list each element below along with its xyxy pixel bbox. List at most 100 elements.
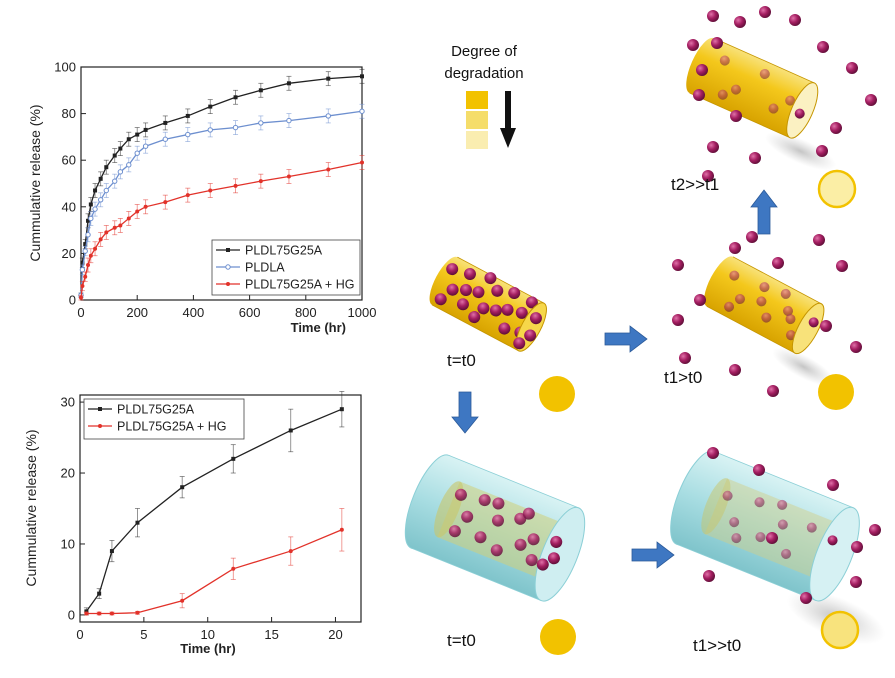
particle: [830, 122, 842, 134]
x-ticks: 0 200 400 600 800 1000: [77, 295, 376, 320]
particle: [767, 385, 779, 397]
particle: [474, 531, 487, 544]
label-t1-t0-bottom: t1>>t0: [693, 636, 741, 655]
data-point: [185, 131, 191, 138]
series-line: [85, 408, 343, 612]
particle: [836, 260, 848, 272]
particle: [484, 272, 497, 285]
data-point: [326, 167, 331, 172]
particle: [434, 293, 447, 306]
particle: [672, 259, 684, 271]
data-point: [104, 230, 109, 235]
hydrogel-rod-initial: [404, 454, 586, 602]
degradation-circle-high: [818, 374, 854, 410]
particle: [459, 284, 472, 297]
data-point: [163, 200, 168, 205]
particle: [702, 170, 714, 182]
legend-label: PLDLA: [245, 261, 285, 275]
particle: [694, 294, 706, 306]
particle: [759, 68, 770, 79]
x-tick-label: 0: [76, 627, 83, 642]
label-t-t0-mid: t=t0: [447, 351, 476, 370]
particle: [525, 296, 538, 309]
y-tick-label: 0: [69, 293, 76, 308]
data-point: [83, 242, 88, 247]
y-ticks: 0 20 40 60 80 100: [54, 60, 86, 308]
particle: [478, 494, 491, 507]
particle: [724, 301, 735, 312]
series-pldl75g25a-hg: [78, 155, 365, 301]
particle: [789, 14, 801, 26]
data-point: [80, 284, 85, 289]
particle: [800, 592, 812, 604]
particle: [731, 533, 742, 544]
data-point: [93, 246, 98, 251]
legend-marker: [98, 424, 102, 428]
data-point: [231, 456, 236, 461]
particle: [489, 304, 502, 317]
data-point: [288, 549, 293, 554]
rod-initial-state: [429, 256, 547, 352]
particle: [687, 39, 699, 51]
x-tick-label: 1000: [348, 305, 377, 320]
label-t1-t0: t1>t0: [664, 368, 702, 387]
bottom-release-chart: 0 10 20 30 0 5 10 15 20 Time (hr) Cummulative r…: [23, 391, 362, 656]
data-point: [126, 216, 131, 221]
particle: [703, 570, 715, 582]
data-point: [112, 225, 117, 230]
data-point: [286, 81, 291, 86]
data-point: [135, 520, 140, 525]
particle: [754, 497, 765, 508]
particle: [777, 519, 788, 530]
particle: [785, 314, 796, 325]
particle: [865, 94, 877, 106]
y-tick-label: 100: [54, 60, 76, 75]
particle: [730, 110, 742, 122]
data-point: [207, 127, 213, 133]
particle: [550, 535, 563, 548]
particle: [463, 268, 476, 281]
particle: [851, 541, 863, 553]
degradation-circle-mid: [820, 610, 860, 650]
series-group: [78, 68, 365, 301]
data-point: [233, 95, 238, 100]
y-tick-label: 20: [62, 246, 76, 261]
legend: PLDL75G25A PLDL75G25A + HG: [83, 398, 245, 440]
particle: [820, 320, 832, 332]
particle: [693, 89, 705, 101]
particle: [491, 514, 504, 527]
particle: [707, 10, 719, 22]
y-tick-label: 30: [61, 395, 75, 410]
legend-marker: [98, 407, 102, 411]
degradation-circle-high: [540, 619, 576, 655]
right-arrow-icon-bottom: [631, 541, 675, 569]
hydrogel-rod-degraded: [670, 450, 886, 645]
cylinder-front-cap: [809, 506, 860, 602]
data-point: [326, 76, 331, 81]
legend-marker: [225, 264, 231, 270]
y-tick-label: 60: [62, 153, 76, 168]
data-point: [288, 428, 293, 433]
data-point: [135, 209, 140, 214]
data-point: [88, 253, 93, 258]
data-point: [85, 232, 91, 238]
data-point: [84, 611, 89, 616]
data-point: [93, 188, 98, 193]
data-point: [83, 274, 88, 279]
x-tick-label: 400: [183, 305, 205, 320]
data-point: [185, 193, 190, 198]
data-point: [88, 202, 93, 207]
particle: [734, 16, 746, 28]
data-point: [112, 178, 118, 184]
data-point: [232, 124, 239, 131]
particle: [781, 548, 792, 559]
down-arrow-icon: [500, 91, 516, 148]
x-tick-label: 5: [140, 627, 147, 642]
data-point: [97, 197, 104, 203]
particle: [490, 544, 503, 557]
top-release-chart: 0 20 40 60 80 100 0 200 400 600 800 1000 Time (hr)…: [27, 60, 376, 336]
data-point: [118, 146, 123, 151]
particle: [448, 525, 461, 538]
particle: [722, 490, 733, 501]
data-point: [97, 591, 102, 596]
